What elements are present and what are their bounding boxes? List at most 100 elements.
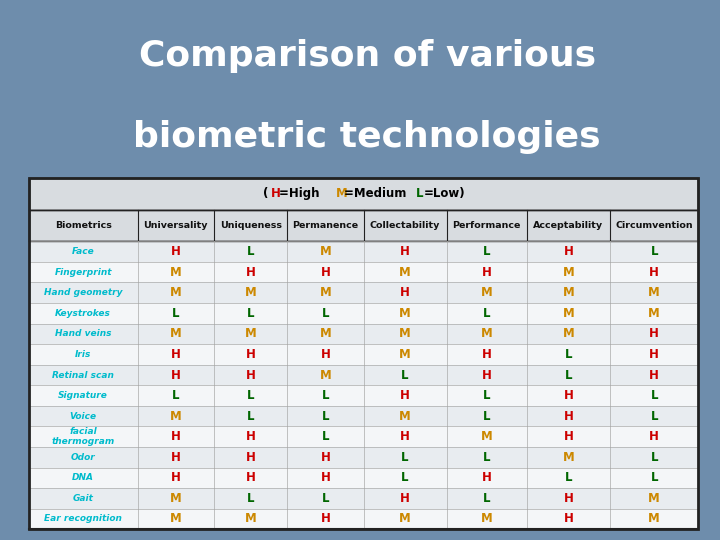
Text: H: H bbox=[320, 266, 330, 279]
Text: =High: =High bbox=[279, 187, 328, 200]
Text: H: H bbox=[649, 327, 659, 340]
Text: H: H bbox=[320, 451, 330, 464]
Text: L: L bbox=[401, 451, 409, 464]
Text: H: H bbox=[482, 348, 492, 361]
Text: H: H bbox=[564, 430, 573, 443]
Text: H: H bbox=[482, 471, 492, 484]
Text: M: M bbox=[170, 410, 181, 423]
Text: biometric technologies: biometric technologies bbox=[133, 120, 601, 154]
Text: M: M bbox=[648, 512, 660, 525]
Text: M: M bbox=[481, 327, 492, 340]
Text: H: H bbox=[171, 471, 181, 484]
Text: H: H bbox=[400, 286, 410, 299]
FancyBboxPatch shape bbox=[29, 303, 698, 323]
Text: Ear recognition: Ear recognition bbox=[45, 515, 122, 523]
Text: L: L bbox=[650, 451, 658, 464]
FancyBboxPatch shape bbox=[29, 427, 698, 447]
Text: L: L bbox=[483, 492, 490, 505]
Text: H: H bbox=[320, 512, 330, 525]
Text: M: M bbox=[399, 307, 411, 320]
Text: M: M bbox=[170, 327, 181, 340]
Text: H: H bbox=[482, 368, 492, 382]
Text: L: L bbox=[483, 410, 490, 423]
Text: M: M bbox=[399, 266, 411, 279]
Text: L: L bbox=[401, 368, 409, 382]
Text: M: M bbox=[320, 368, 331, 382]
Text: H: H bbox=[171, 245, 181, 258]
Text: L: L bbox=[650, 410, 658, 423]
Text: M: M bbox=[648, 492, 660, 505]
Text: H: H bbox=[649, 368, 659, 382]
Text: H: H bbox=[171, 430, 181, 443]
Text: M: M bbox=[170, 492, 181, 505]
Text: M: M bbox=[562, 266, 575, 279]
Text: M: M bbox=[320, 286, 331, 299]
Text: H: H bbox=[649, 266, 659, 279]
FancyBboxPatch shape bbox=[29, 282, 698, 303]
Text: L: L bbox=[564, 368, 572, 382]
Text: L: L bbox=[322, 410, 329, 423]
Text: Iris: Iris bbox=[75, 350, 91, 359]
FancyBboxPatch shape bbox=[29, 447, 698, 468]
Text: H: H bbox=[246, 451, 256, 464]
Text: H: H bbox=[400, 389, 410, 402]
Text: facial
thermogram: facial thermogram bbox=[52, 427, 115, 447]
Text: Uniqueness: Uniqueness bbox=[220, 221, 282, 230]
FancyBboxPatch shape bbox=[29, 323, 698, 344]
Text: L: L bbox=[172, 389, 179, 402]
FancyBboxPatch shape bbox=[29, 364, 698, 385]
Text: H: H bbox=[482, 266, 492, 279]
FancyBboxPatch shape bbox=[29, 488, 698, 509]
Text: H: H bbox=[271, 187, 281, 200]
FancyBboxPatch shape bbox=[29, 344, 698, 365]
Text: M: M bbox=[648, 286, 660, 299]
Text: L: L bbox=[247, 492, 254, 505]
Text: M: M bbox=[562, 327, 575, 340]
Text: L: L bbox=[247, 245, 254, 258]
Text: H: H bbox=[564, 410, 573, 423]
FancyBboxPatch shape bbox=[29, 509, 698, 529]
Text: L: L bbox=[247, 410, 254, 423]
FancyBboxPatch shape bbox=[29, 468, 698, 488]
Text: H: H bbox=[246, 471, 256, 484]
Text: M: M bbox=[245, 286, 256, 299]
Text: Comparison of various: Comparison of various bbox=[139, 39, 595, 73]
Text: Keystrokes: Keystrokes bbox=[55, 309, 111, 318]
Text: Circumvention: Circumvention bbox=[616, 221, 693, 230]
Text: L: L bbox=[401, 471, 409, 484]
Text: M: M bbox=[399, 512, 411, 525]
Text: L: L bbox=[247, 307, 254, 320]
Text: M: M bbox=[170, 266, 181, 279]
Text: M: M bbox=[170, 512, 181, 525]
Text: H: H bbox=[649, 348, 659, 361]
Text: Hand geometry: Hand geometry bbox=[44, 288, 122, 298]
Text: H: H bbox=[171, 368, 181, 382]
Text: L: L bbox=[564, 348, 572, 361]
Text: L: L bbox=[650, 245, 658, 258]
Text: H: H bbox=[246, 368, 256, 382]
Text: M: M bbox=[481, 430, 492, 443]
Text: M: M bbox=[562, 307, 575, 320]
Text: H: H bbox=[246, 348, 256, 361]
Text: M: M bbox=[245, 327, 256, 340]
Text: L: L bbox=[247, 389, 254, 402]
Text: L: L bbox=[322, 389, 329, 402]
Text: H: H bbox=[564, 492, 573, 505]
Text: M: M bbox=[648, 307, 660, 320]
FancyBboxPatch shape bbox=[29, 385, 698, 406]
Text: (: ( bbox=[264, 187, 269, 200]
Text: L: L bbox=[650, 471, 658, 484]
Text: Retinal scan: Retinal scan bbox=[53, 370, 114, 380]
Text: =Low): =Low) bbox=[424, 187, 466, 200]
Text: H: H bbox=[246, 266, 256, 279]
FancyBboxPatch shape bbox=[29, 241, 698, 262]
Text: Hand veins: Hand veins bbox=[55, 329, 112, 339]
Text: H: H bbox=[400, 245, 410, 258]
FancyBboxPatch shape bbox=[29, 262, 698, 282]
Text: =Medium: =Medium bbox=[343, 187, 414, 200]
FancyBboxPatch shape bbox=[29, 406, 698, 427]
Text: H: H bbox=[564, 245, 573, 258]
Text: Fingerprint: Fingerprint bbox=[55, 268, 112, 276]
Text: L: L bbox=[322, 492, 329, 505]
Text: L: L bbox=[650, 389, 658, 402]
